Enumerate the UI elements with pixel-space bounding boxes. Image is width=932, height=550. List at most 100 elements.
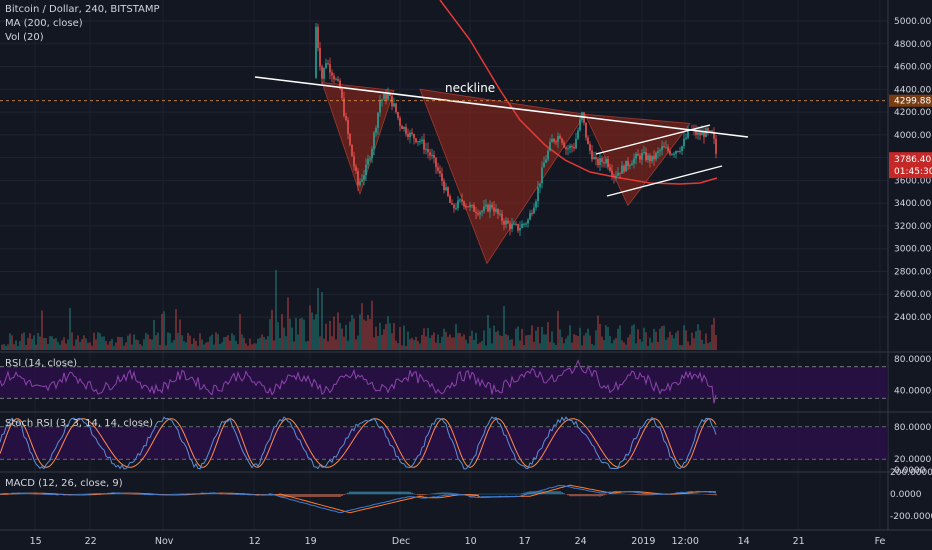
macd-histogram-bar [227, 494, 229, 495]
macd-histogram-bar [323, 494, 325, 497]
candle-body [565, 147, 567, 150]
macd-histogram-bar [341, 494, 343, 496]
candle-body [419, 141, 421, 143]
candle-body [523, 223, 525, 225]
macd-histogram-bar [641, 494, 643, 496]
volume-bar [293, 341, 295, 350]
volume-bar [417, 341, 419, 350]
candle-body [539, 183, 541, 188]
volume-bar [277, 322, 279, 350]
volume-bar [129, 333, 131, 350]
candle-body [381, 99, 383, 102]
candle-body [357, 171, 359, 185]
volume-bar [187, 333, 189, 350]
stoch-k-line [0, 416, 717, 470]
volume-bar [629, 334, 631, 350]
macd-histogram-bar [365, 491, 367, 495]
volume-bar [231, 333, 233, 350]
price-tick-label: 3400.00 [894, 199, 931, 209]
candle-body [459, 199, 461, 201]
volume-bar [137, 340, 139, 350]
volume-bar [141, 345, 143, 350]
volume-bar [63, 337, 65, 350]
macd-histogram-bar [411, 492, 413, 495]
volume-bar [317, 288, 319, 350]
candle-body [491, 204, 493, 208]
candle-body [645, 151, 647, 161]
candle-body [437, 167, 439, 171]
volume-bar [257, 338, 259, 350]
volume-bar [355, 339, 357, 350]
volume-bar [51, 336, 53, 350]
macd-histogram-bar [455, 493, 457, 495]
volume-bar [527, 335, 529, 350]
macd-histogram-bar [381, 491, 383, 495]
macd-histogram-bar [315, 494, 317, 497]
candle-body [663, 146, 665, 148]
macd-histogram-bar [537, 491, 539, 495]
candle-body [601, 158, 603, 163]
time-tick-label: 22 [85, 536, 97, 547]
candle-body [433, 154, 435, 158]
time-tick-label: 14 [738, 536, 750, 547]
rsi-line [0, 359, 717, 404]
rsi-band [0, 366, 888, 399]
macd-histogram-bar [311, 494, 313, 497]
macd-histogram-bar [369, 491, 371, 495]
candle-body [557, 135, 559, 142]
candle-body [639, 155, 641, 160]
volume-bar [397, 343, 399, 350]
candle-body [481, 211, 483, 213]
macd-histogram-bar [591, 494, 593, 497]
macd-histogram-bar [355, 491, 357, 495]
volume-bar [255, 343, 257, 350]
macd-histogram-bar [439, 492, 441, 495]
volume-bar [563, 343, 565, 350]
volume-bar [501, 336, 503, 350]
candle-body [397, 112, 399, 118]
volume-bar [689, 345, 691, 350]
candle-body [593, 157, 595, 160]
macd-histogram-bar [529, 491, 531, 495]
macd-histogram-bar [423, 494, 425, 496]
macd-histogram-bar [21, 493, 23, 495]
candle-body [361, 179, 363, 182]
candle-body [329, 64, 331, 73]
volume-bar [303, 319, 305, 350]
macd-histogram-bar [351, 491, 353, 495]
volume-bar [517, 326, 519, 350]
volume-bar [9, 333, 11, 350]
macd-histogram-bar [477, 494, 479, 496]
candle-body [473, 205, 475, 212]
volume-bar [601, 336, 603, 350]
candle-body [393, 103, 395, 107]
volume-bar [359, 314, 361, 350]
volume-bar [447, 336, 449, 350]
macd-histogram-bar [507, 493, 509, 495]
macd-histogram-bar [453, 493, 455, 495]
time-tick-label: Nov [155, 536, 174, 547]
volume-bar [665, 339, 667, 350]
bar-countdown-label: 01:45:30 [894, 167, 932, 177]
volume-bar [549, 342, 551, 350]
candle-body [667, 147, 669, 151]
candle-body [421, 139, 423, 142]
volume-bar [95, 339, 97, 350]
candle-body [585, 122, 587, 138]
volume-bar [633, 324, 635, 350]
candle-body [683, 138, 685, 147]
candle-body [657, 151, 659, 153]
macd-histogram-bar [645, 494, 647, 496]
volume-bar [325, 323, 327, 350]
volume-bar [547, 322, 549, 350]
price-tick-label: 3200.00 [894, 222, 931, 232]
volume-bar [305, 341, 307, 350]
volume-bar [625, 344, 627, 350]
candle-body [563, 142, 565, 148]
candle-body [435, 157, 437, 168]
volume-bar [639, 339, 641, 350]
volume-bar [577, 335, 579, 350]
macd-histogram-bar [653, 494, 655, 496]
candle-body [553, 138, 555, 142]
